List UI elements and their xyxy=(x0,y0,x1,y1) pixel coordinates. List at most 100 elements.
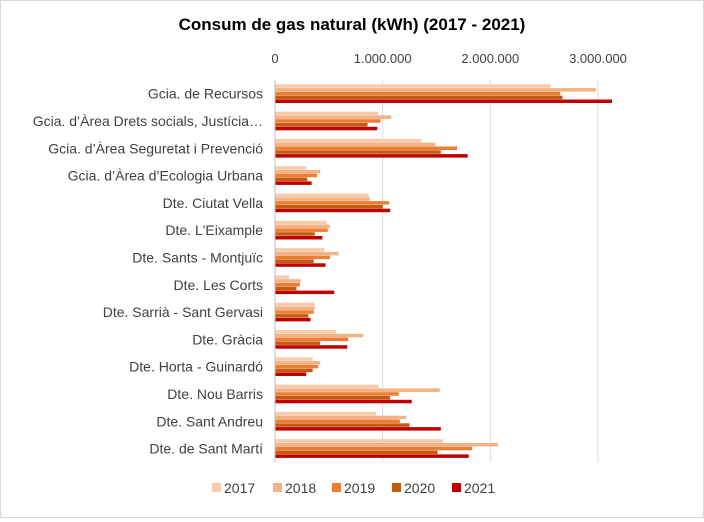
bar-2021-9 xyxy=(275,345,348,349)
bar-2018-2 xyxy=(275,142,436,147)
bar-2018-9 xyxy=(275,333,364,338)
bar-2017-4 xyxy=(275,193,369,197)
bar-2020-11 xyxy=(275,396,391,400)
bar-2020-5 xyxy=(275,232,315,236)
category-label: Dte. Horta - Guinardó xyxy=(129,359,263,375)
bar-2017-2 xyxy=(275,138,422,143)
bar-2019-3 xyxy=(275,173,317,178)
bar-2018-10 xyxy=(275,361,321,365)
bar-2021-8 xyxy=(275,317,311,322)
bar-2020-8 xyxy=(275,314,309,318)
bar-2017-0 xyxy=(275,84,551,88)
bar-2019-8 xyxy=(275,310,314,314)
category-label: Dte. Les Corts xyxy=(174,277,263,293)
bar-2017-12 xyxy=(275,411,377,416)
legend-swatch-2021 xyxy=(452,483,461,492)
legend-label-2021: 2021 xyxy=(464,480,495,496)
bar-2018-6 xyxy=(275,251,339,256)
bar-2017-10 xyxy=(275,357,313,361)
x-tick-label: 0 xyxy=(271,51,278,66)
legend-swatch-2019 xyxy=(332,483,341,492)
legend-label-2019: 2019 xyxy=(344,480,375,496)
bar-2021-13 xyxy=(275,454,469,458)
bar-2017-13 xyxy=(275,439,443,443)
bar-2019-0 xyxy=(275,91,561,96)
bar-2020-10 xyxy=(275,368,313,373)
bar-2020-0 xyxy=(275,95,563,100)
bar-2021-5 xyxy=(275,236,323,240)
bar-2019-11 xyxy=(275,392,399,396)
bar-2020-1 xyxy=(275,123,368,127)
bar-2019-7 xyxy=(275,283,300,287)
bar-2019-4 xyxy=(275,201,390,205)
bar-2017-9 xyxy=(275,330,337,334)
bar-2017-7 xyxy=(275,275,289,279)
legend-label-2017: 2017 xyxy=(224,480,255,496)
bar-2021-1 xyxy=(275,126,378,131)
bar-2019-2 xyxy=(275,146,457,150)
category-label: Dte. Sarrià - Sant Gervasi xyxy=(103,304,263,320)
gridlines xyxy=(382,80,599,463)
bar-2020-2 xyxy=(275,150,441,154)
bar-2021-10 xyxy=(275,372,307,376)
bar-2020-9 xyxy=(275,341,321,345)
legend-label-2018: 2018 xyxy=(285,480,316,496)
bar-2019-6 xyxy=(275,255,330,260)
bar-2020-12 xyxy=(275,423,410,427)
bar-2018-5 xyxy=(275,224,330,229)
bar-2018-3 xyxy=(275,170,321,174)
bar-2019-12 xyxy=(275,419,400,423)
bar-2018-11 xyxy=(275,388,440,392)
category-label: Gcia. d’Àrea d’Ecologia Urbana xyxy=(68,168,264,184)
bar-2019-9 xyxy=(275,337,349,342)
bar-2018-0 xyxy=(275,88,596,92)
bar-2018-1 xyxy=(275,115,392,119)
category-label: Dte. L'Eixample xyxy=(165,222,263,238)
legend-swatch-2020 xyxy=(392,483,401,492)
bar-2017-6 xyxy=(275,248,325,252)
category-label: Gcia. d’Àrea Drets socials, Justícia… xyxy=(33,113,263,129)
bar-2021-0 xyxy=(275,99,612,103)
category-label: Gcia. de Recursos xyxy=(148,86,263,102)
bar-2018-13 xyxy=(275,443,498,447)
category-label: Dte. Sants - Montjuïc xyxy=(132,249,263,265)
bar-2021-3 xyxy=(275,181,312,185)
category-labels: Gcia. de Recursos Gcia. d’Àrea Drets soci… xyxy=(33,86,264,457)
bar-2021-2 xyxy=(275,154,468,158)
bar-2020-13 xyxy=(275,450,438,455)
bar-2017-3 xyxy=(275,166,307,170)
category-label: Dte. de Sant Martí xyxy=(149,441,263,457)
x-tick-label: 1.000.000 xyxy=(354,51,412,66)
bar-2020-4 xyxy=(275,204,383,209)
x-tick-label: 2.000.000 xyxy=(461,51,519,66)
x-axis-tick-labels: 0 1.000.000 2.000.000 3.000.000 xyxy=(271,51,627,66)
category-label: Dte. Gràcia xyxy=(192,331,263,347)
legend-label-2020: 2020 xyxy=(404,480,435,496)
bar-2021-6 xyxy=(275,263,326,267)
category-label: Dte. Ciutat Vella xyxy=(163,195,264,211)
bar-2018-12 xyxy=(275,415,407,420)
bar-2020-7 xyxy=(275,286,297,291)
chart-title: Consum de gas natural (kWh) (2017 - 2021… xyxy=(179,15,526,34)
legend: 2017 2018 2019 2020 2021 xyxy=(212,480,495,496)
legend-swatch-2018 xyxy=(273,483,282,492)
bar-2020-6 xyxy=(275,259,314,263)
bar-2018-4 xyxy=(275,197,370,201)
legend-swatch-2017 xyxy=(212,483,221,492)
bar-2017-5 xyxy=(275,220,327,225)
bar-2018-7 xyxy=(275,279,301,283)
bar-2021-7 xyxy=(275,290,335,295)
bar-2021-11 xyxy=(275,399,412,404)
category-label: Dte. Sant Andreu xyxy=(156,413,263,429)
bar-2017-11 xyxy=(275,384,379,389)
bar-2017-1 xyxy=(275,111,379,116)
bar-2019-5 xyxy=(275,228,328,232)
bar-2019-10 xyxy=(275,364,319,369)
bars xyxy=(275,84,612,458)
bar-2020-3 xyxy=(275,177,308,182)
category-label: Dte. Nou Barris xyxy=(167,386,263,402)
bar-2017-8 xyxy=(275,302,315,307)
category-label: Gcia. d’Àrea Seguretat i Prevenció xyxy=(48,140,263,156)
